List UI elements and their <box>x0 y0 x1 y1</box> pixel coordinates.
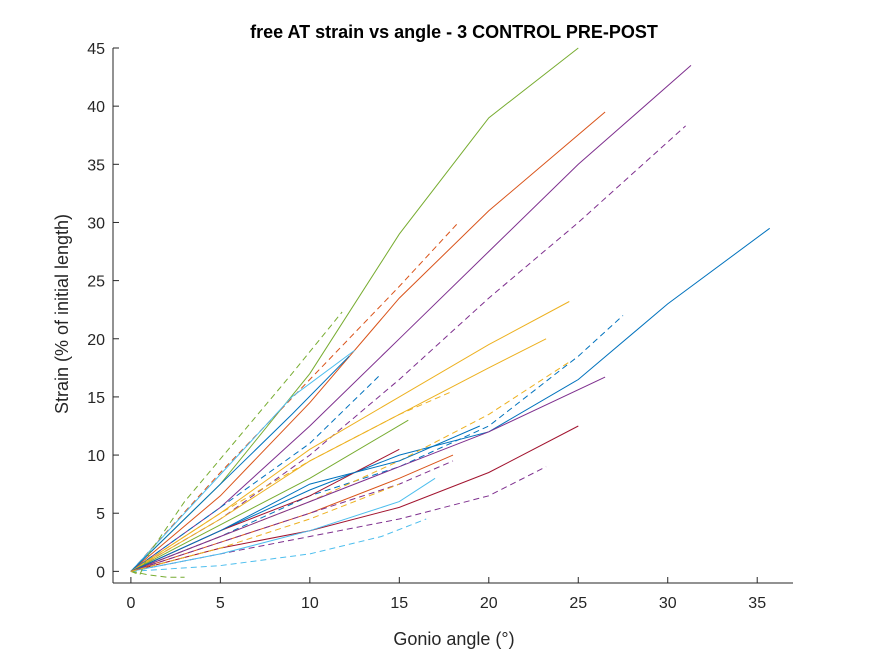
y-tick-label: 45 <box>87 41 105 58</box>
series-line-3 <box>130 65 692 572</box>
series-line-15 <box>130 477 436 572</box>
series-line-12 <box>130 425 579 572</box>
series-line-18 <box>130 311 343 576</box>
series-line-9 <box>130 315 624 572</box>
chart-title: free AT strain vs angle - 3 CONTROL PRE-… <box>250 22 658 42</box>
y-tick-label: 5 <box>96 506 105 523</box>
series-line-5 <box>130 222 459 572</box>
series-line-27 <box>130 483 400 572</box>
x-tick-label: 25 <box>569 595 587 612</box>
series-line-22 <box>130 419 409 572</box>
y-tick-label: 20 <box>87 332 105 349</box>
x-tick-label: 0 <box>126 595 135 612</box>
y-tick-label: 0 <box>96 564 105 581</box>
series-line-17 <box>130 355 350 572</box>
series-line-19 <box>130 570 185 578</box>
series-line-24 <box>130 425 480 572</box>
x-tick-label: 20 <box>480 595 498 612</box>
series-group <box>130 47 770 578</box>
series-line-4 <box>130 125 686 572</box>
series-line-21 <box>130 390 454 572</box>
series-line-10 <box>130 361 570 572</box>
y-tick-label: 10 <box>87 448 105 465</box>
axes-group: 0 5 10 15 20 25 30 35 0 5 10 15 20 25 30 35 40 45 <box>87 41 793 612</box>
series-line-8 <box>130 338 547 572</box>
series-line-20 <box>130 373 382 572</box>
y-tick-label: 30 <box>87 215 105 232</box>
x-tick-label: 15 <box>390 595 408 612</box>
series-line-11 <box>130 376 606 572</box>
series-line-16 <box>130 349 355 572</box>
y-tick-label: 40 <box>87 99 105 116</box>
x-tick-label: 5 <box>216 595 225 612</box>
series-line-1 <box>130 47 579 572</box>
y-axis-label: Strain (% of initial length) <box>52 214 72 414</box>
y-tick-label: 15 <box>87 390 105 407</box>
y-tick-label: 25 <box>87 274 105 291</box>
y-tick-label: 35 <box>87 157 105 174</box>
x-tick-label: 30 <box>659 595 677 612</box>
x-tick-label: 35 <box>748 595 766 612</box>
series-line-6 <box>130 227 770 572</box>
series-line-26 <box>130 460 454 572</box>
series-line-7 <box>130 301 570 572</box>
x-tick-label: 10 <box>301 595 319 612</box>
x-axis-label: Gonio angle (°) <box>393 629 514 649</box>
